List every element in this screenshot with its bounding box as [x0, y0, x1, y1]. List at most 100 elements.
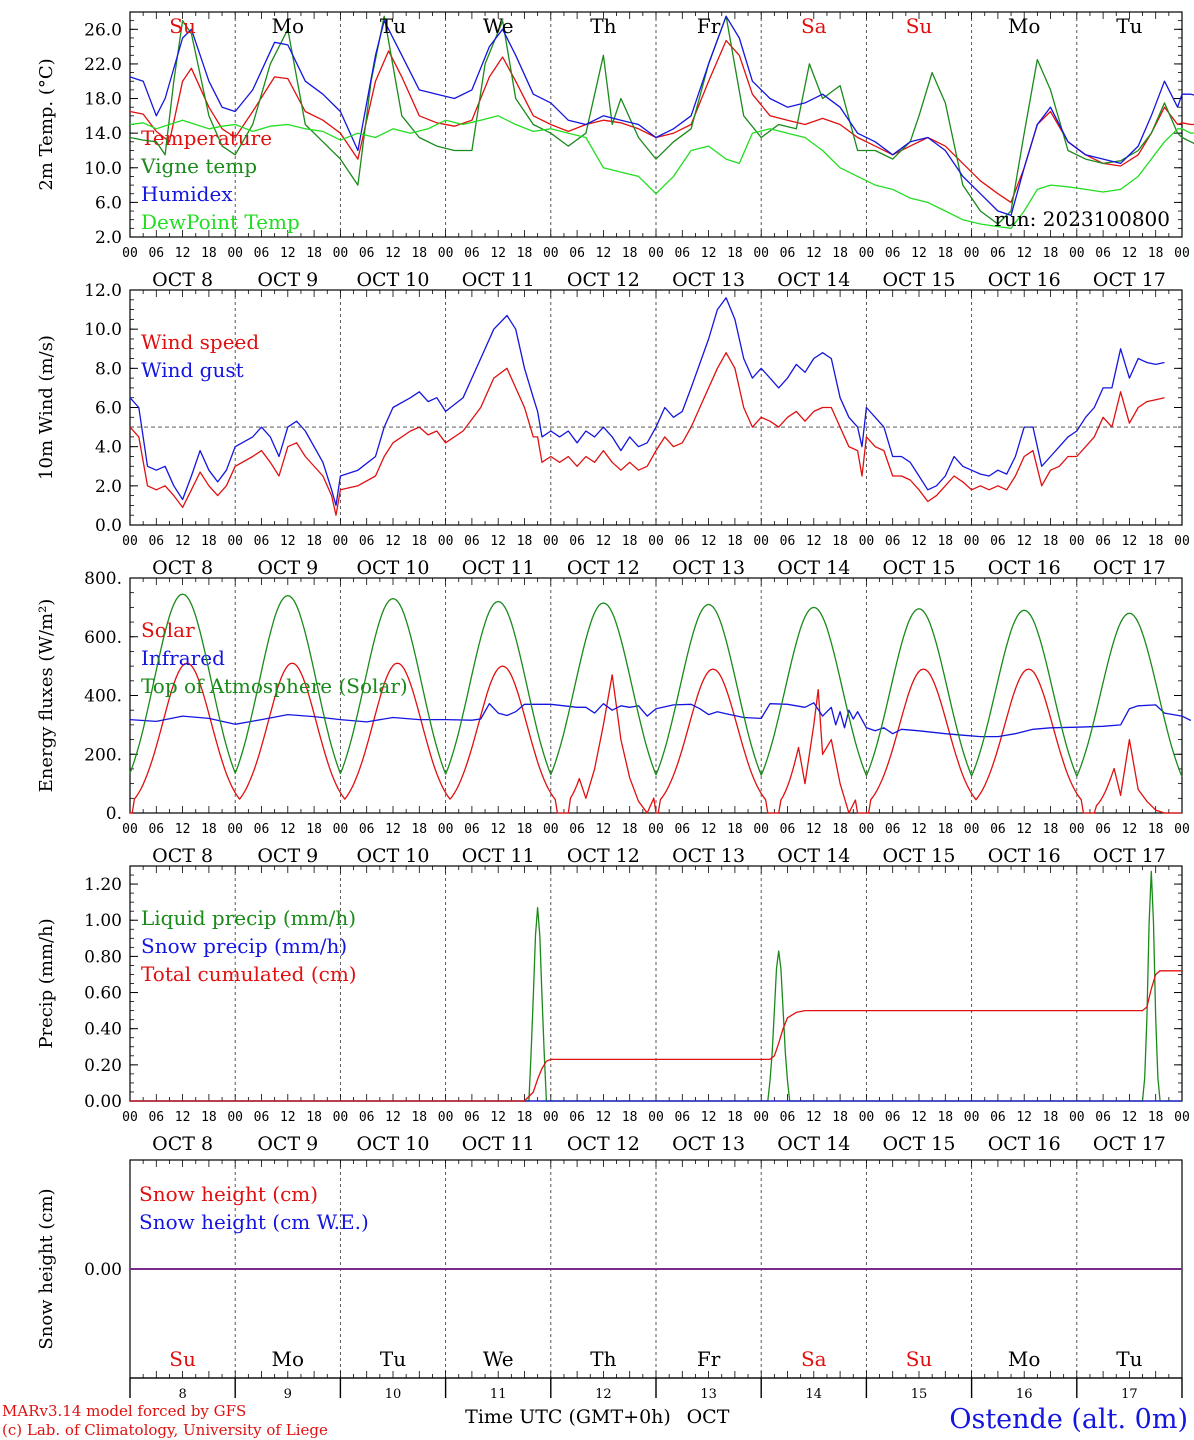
hour-tick-label: 18: [1148, 246, 1164, 261]
bottom-axis: 8 9 10 11 12 13 14 15 16 17: [129, 1377, 1183, 1402]
date-label: OCT 16: [988, 557, 1061, 579]
hour-tick-label: 00: [1174, 246, 1190, 261]
hour-tick-label: 00: [1174, 822, 1190, 837]
y-tick-label: 0.: [106, 804, 122, 824]
hour-tick-label: 00: [333, 1110, 349, 1125]
date-label: OCT 16: [988, 269, 1061, 291]
hour-tick-label: 06: [569, 822, 585, 837]
x-axis-title: Time UTC (GMT+0h): [465, 1406, 671, 1428]
hour-tick-label: 12: [1122, 1110, 1138, 1125]
legend-entry: Snow precip (mm/h): [141, 934, 347, 958]
hour-tick-label: 18: [937, 246, 953, 261]
legend-entry: Wind speed: [141, 330, 259, 354]
panel-3: 800. 600. 400. 200. 0. Energy fluxes (W/m²) 00…: [36, 569, 1192, 867]
hour-tick-label: 18: [727, 534, 743, 549]
day-name: Th: [590, 1347, 616, 1371]
hour-tick-label: 00: [438, 822, 454, 837]
hour-tick-label: 06: [674, 246, 690, 261]
hour-tick-label: 18: [832, 534, 848, 549]
hour-tick-label: 18: [517, 1110, 533, 1125]
day-name: Su: [169, 14, 196, 38]
hour-tick-label: 06: [990, 534, 1006, 549]
hour-tick-label: 06: [885, 822, 901, 837]
hour-tick-label: 00: [227, 822, 243, 837]
y-tick-label: 200.: [84, 745, 122, 765]
hour-tick-label: 12: [1016, 534, 1032, 549]
hour-tick-label: 12: [596, 822, 612, 837]
hour-tick-label: 12: [1016, 1110, 1032, 1125]
date-label: OCT 13: [672, 845, 745, 867]
bottom-date: 15: [911, 1387, 928, 1402]
hour-tick-label: 12: [911, 246, 927, 261]
day-name: Su: [169, 1347, 196, 1371]
hour-tick-label: 18: [411, 1110, 427, 1125]
hour-tick-label: 18: [517, 534, 533, 549]
date-label: OCT 10: [356, 845, 429, 867]
hour-tick-label: 18: [201, 246, 217, 261]
y-tick-label: 2.0: [95, 477, 122, 497]
series-line: [130, 662, 1182, 814]
y-tick-label: 0.20: [84, 1056, 122, 1076]
y-tick-label: 800.: [84, 569, 122, 589]
hour-tick-label: 00: [333, 246, 349, 261]
date-label: OCT 15: [882, 845, 955, 867]
series-line: [130, 970, 1182, 1102]
hour-tick-label: 06: [148, 246, 164, 261]
y-axis-label: Energy fluxes (W/m²): [36, 599, 57, 793]
hour-tick-label: 12: [596, 1110, 612, 1125]
series-line: [129, 297, 1165, 507]
credit-model: MARv3.14 model forced by GFS: [2, 1402, 246, 1420]
bottom-date: 13: [700, 1387, 717, 1402]
date-label: OCT 12: [567, 1133, 640, 1155]
hour-tick-label: 00: [122, 822, 138, 837]
hour-tick-label: 18: [306, 822, 322, 837]
hour-tick-label: 18: [1043, 534, 1059, 549]
hour-tick-label: 18: [832, 822, 848, 837]
panel-5: 0.00 Snow height (cm) Snow height (cm) Snow…: [36, 1159, 1183, 1379]
hour-tick-label: 12: [385, 1110, 401, 1125]
hour-tick-label: 18: [832, 1110, 848, 1125]
hour-tick-label: 06: [569, 246, 585, 261]
hour-tick-label: 12: [911, 822, 927, 837]
date-label: OCT 12: [567, 557, 640, 579]
hour-tick-label: 00: [964, 534, 980, 549]
hour-tick-label: 00: [543, 1110, 559, 1125]
hour-tick-label: 12: [701, 246, 717, 261]
bottom-date: 8: [178, 1387, 186, 1402]
hour-tick-label: 12: [385, 246, 401, 261]
hour-tick-label: 18: [1043, 822, 1059, 837]
hour-tick-label: 00: [1069, 246, 1085, 261]
hour-tick-label: 12: [701, 534, 717, 549]
hour-tick-label: 00: [122, 534, 138, 549]
hour-tick-label: 12: [1016, 246, 1032, 261]
day-name: We: [483, 14, 514, 38]
hour-tick-label: 18: [306, 246, 322, 261]
hour-tick-label: 00: [1069, 534, 1085, 549]
y-tick-label: 4.0: [95, 438, 122, 458]
hour-tick-label: 06: [254, 534, 270, 549]
date-label: OCT 17: [1093, 845, 1166, 867]
day-name: Tu: [1116, 1347, 1142, 1371]
legend-entry: Infrared: [141, 646, 225, 670]
hour-tick-label: 12: [280, 246, 296, 261]
date-label: OCT 17: [1093, 269, 1166, 291]
month-label: OCT: [687, 1406, 730, 1428]
date-label: OCT 15: [882, 1133, 955, 1155]
hour-tick-label: 06: [569, 1110, 585, 1125]
date-label: OCT 9: [257, 1133, 318, 1155]
hour-tick-label: 12: [490, 246, 506, 261]
hour-tick-label: 00: [227, 246, 243, 261]
hour-tick-label: 12: [175, 1110, 191, 1125]
date-label: OCT 11: [462, 269, 535, 291]
y-axis-label: Snow height (cm): [36, 1188, 57, 1349]
hour-tick-label: 00: [1069, 1110, 1085, 1125]
y-tick-label: 10.0: [84, 159, 122, 179]
day-name: Su: [906, 14, 933, 38]
series-line: [129, 15, 1194, 217]
day-name: Sa: [801, 14, 827, 38]
hour-tick-label: 06: [464, 534, 480, 549]
hour-tick-label: 00: [648, 822, 664, 837]
y-tick-label: 600.: [84, 628, 122, 648]
panel-1: 26.0 22.0 18.0 14.0 10.0 6.0 2.0 2m Temp. (°C) 0…: [36, 11, 1194, 291]
y-axis-label: 10m Wind (m/s): [36, 335, 57, 480]
